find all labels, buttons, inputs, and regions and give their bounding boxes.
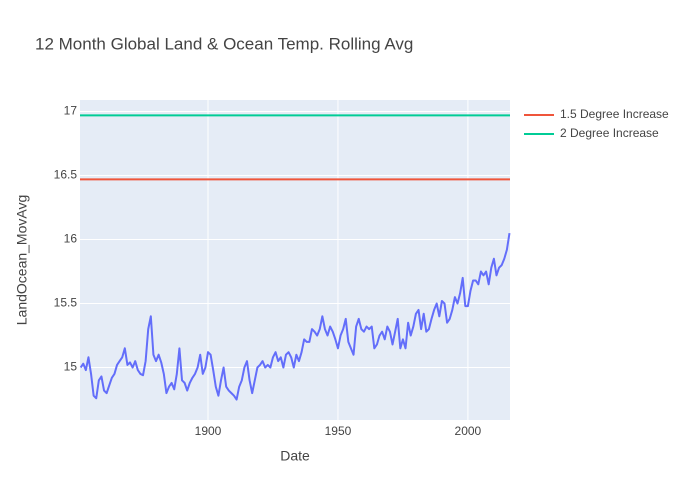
chart-title: 12 Month Global Land & Ocean Temp. Rolli… — [35, 34, 413, 53]
y-axis-title: LandOcean_MovAvg — [14, 195, 30, 326]
legend-label: 1.5 Degree Increase — [560, 107, 669, 121]
y-tick-label: 15 — [64, 360, 78, 374]
x-tick-label: 2000 — [455, 424, 482, 438]
x-tick-label: 1950 — [325, 424, 352, 438]
y-tick-label: 16 — [64, 232, 78, 246]
legend-label: 2 Degree Increase — [560, 126, 659, 140]
y-tick-label: 16.5 — [54, 168, 78, 182]
plot-area — [80, 100, 510, 420]
x-axis-title: Date — [280, 448, 310, 464]
x-tick-label: 1900 — [195, 424, 222, 438]
series-line — [79, 232, 511, 401]
y-tick-label: 15.5 — [54, 296, 78, 310]
y-tick-label: 17 — [64, 104, 78, 118]
